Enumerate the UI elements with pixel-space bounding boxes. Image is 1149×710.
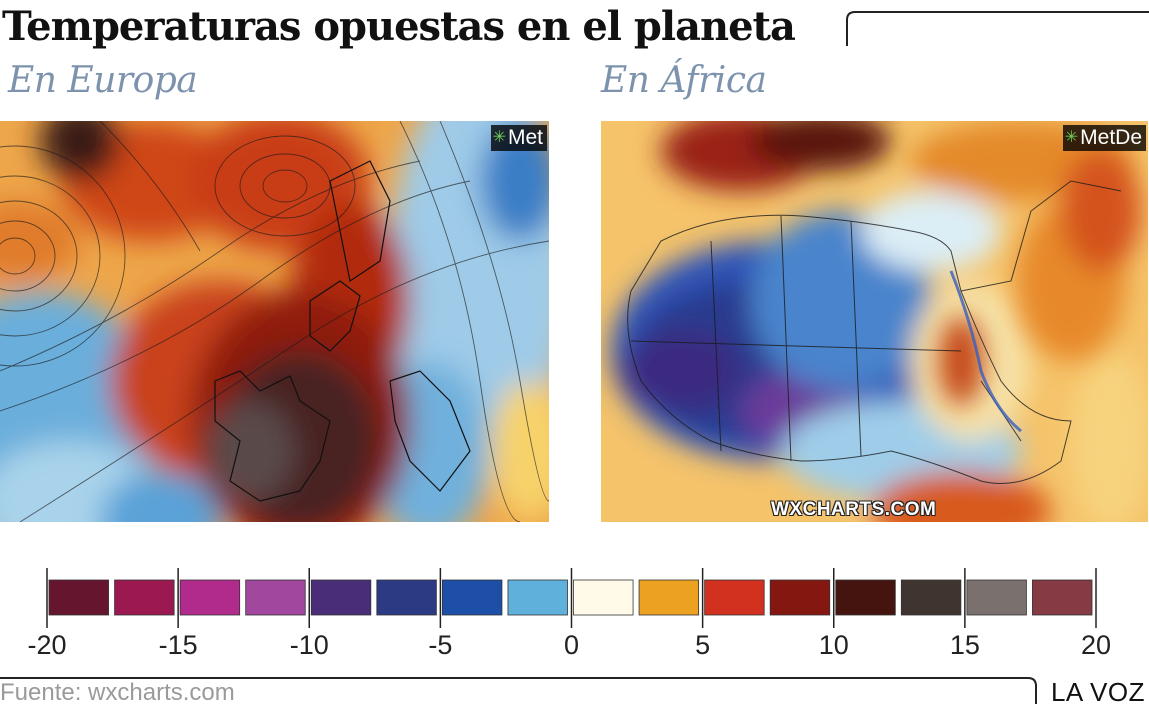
brand-label: Met <box>507 126 543 149</box>
tick-label: 0 <box>563 630 580 660</box>
africa-temperature-map: ✳ MetDe WXCHARTS.COM <box>601 121 1148 522</box>
scale-swatch <box>114 579 175 616</box>
scale-swatch <box>245 579 306 616</box>
subtitle-africa: En África <box>601 60 767 101</box>
wxcharts-watermark: WXCHARTS.COM <box>771 499 937 520</box>
scale-swatch <box>835 579 896 616</box>
flower-icon: ✳ <box>1064 129 1079 146</box>
source-credit: Fuente: wxcharts.com <box>0 679 235 706</box>
la-voz-logo: LA VOZ <box>1050 677 1145 707</box>
tick-label: -20 <box>27 630 67 660</box>
title-corner-rule <box>846 11 1149 46</box>
scale-swatch <box>179 579 241 616</box>
tick-label: 20 <box>1080 630 1112 660</box>
scale-swatch <box>441 579 503 616</box>
scale-swatch <box>704 579 765 616</box>
scale-swatch <box>573 579 634 616</box>
tick-label: 15 <box>949 630 980 660</box>
tick-label: -10 <box>289 630 329 660</box>
tick-label: 10 <box>818 630 849 660</box>
page-title: Temperaturas opuestas en el planeta <box>2 3 796 50</box>
footer-rule <box>0 677 1037 704</box>
scale-swatch <box>769 579 831 616</box>
scale-swatch <box>900 579 962 616</box>
scale-swatch <box>638 579 700 616</box>
scale-swatch <box>310 579 372 616</box>
europe-temperature-map: ✳ Met <box>0 121 549 522</box>
flower-icon: ✳ <box>492 129 506 146</box>
scale-swatch <box>507 579 568 616</box>
metdesk-logo: ✳ Met <box>490 125 547 151</box>
brand-label: MetDe <box>1080 126 1142 149</box>
scale-swatch <box>1032 579 1093 616</box>
metdesk-logo: ✳ MetDe <box>1062 125 1146 151</box>
scale-swatch <box>48 579 109 616</box>
subtitle-europe: En Europa <box>8 60 198 101</box>
scale-swatch <box>966 579 1027 616</box>
scale-swatch <box>376 579 437 616</box>
tick-label: 5 <box>695 630 711 660</box>
tick-label: -15 <box>158 630 198 660</box>
tick-label: -5 <box>428 630 453 660</box>
temperature-color-scale <box>46 568 1097 628</box>
